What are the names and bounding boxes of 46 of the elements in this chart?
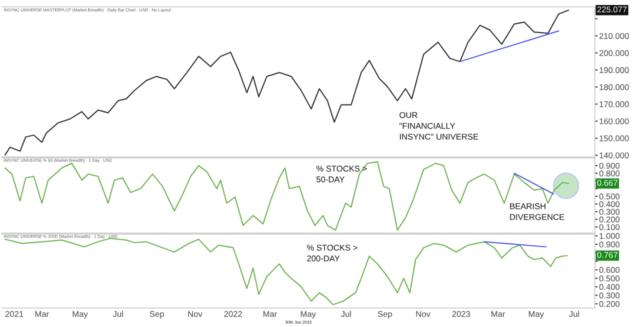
y-tick-label: 160.000	[600, 118, 629, 124]
x-tick-label: Nov	[188, 311, 202, 317]
y-tick-label: 190.000	[600, 67, 629, 74]
annotation: % STOCKS > 200-DAY	[306, 244, 358, 262]
x-tick-label: Mar	[492, 311, 506, 317]
text: 225.077	[597, 6, 627, 12]
x-tick-label: 2023	[452, 311, 470, 317]
y-tick-label: 0.900	[599, 162, 620, 169]
line-series	[4, 238, 568, 306]
y-tick-label: 210.000	[599, 33, 629, 39]
y-tick-label: 200.000	[599, 50, 629, 56]
y-tick-label: 170.000	[600, 101, 629, 108]
y-tick-label: 0.100	[599, 224, 620, 230]
y-tick-label: 150.000	[600, 135, 629, 142]
x-tick-label: Jul	[340, 310, 351, 317]
x-tick-label: Sep	[150, 311, 164, 319]
x-tick-label: Jul	[569, 310, 579, 317]
x-tick-label: 2022	[224, 311, 242, 317]
y-tick-label: 140.000	[600, 152, 629, 158]
annotation: OUR "FINANCIALLY INSYNC" UNIVERSE	[400, 112, 478, 140]
x-tick-label: Nov	[416, 311, 430, 317]
y-tick-label: 0.400	[599, 201, 620, 208]
x-tick-label: Mar	[35, 311, 49, 317]
text: 0.667	[597, 180, 618, 186]
y-tick-label: 0.600	[599, 267, 620, 273]
x-tick-label: 2021	[5, 311, 24, 317]
y-tick-label: 0.200	[599, 300, 620, 307]
x-tick-label: May	[528, 311, 544, 319]
y-tick-label: 1.000	[600, 233, 620, 239]
y-tick-label: 0.900	[599, 242, 620, 248]
line-series	[4, 10, 570, 156]
y-tick-label: 0.800	[599, 170, 620, 176]
x-tick-label: Sep	[378, 311, 392, 319]
y-tick-label: 180.000	[600, 84, 629, 90]
x-tick-label: Jul	[112, 310, 123, 317]
annotation: BEARISH DIVERGENCE	[510, 203, 564, 220]
y-tick-label: 0.300	[599, 292, 620, 298]
y-tick-label: 0.300	[599, 208, 620, 215]
y-tick-label: 0.500	[599, 276, 620, 282]
x-tick-label: Mar	[263, 311, 277, 317]
y-tick-label: 0.400	[599, 284, 620, 290]
y-tick-label: 0.500	[599, 194, 620, 200]
x-tick-label: May	[300, 311, 316, 319]
y-tick-label: 0.200	[599, 216, 620, 222]
text: 0.767	[597, 252, 618, 258]
x-tick-label: May	[72, 311, 88, 319]
